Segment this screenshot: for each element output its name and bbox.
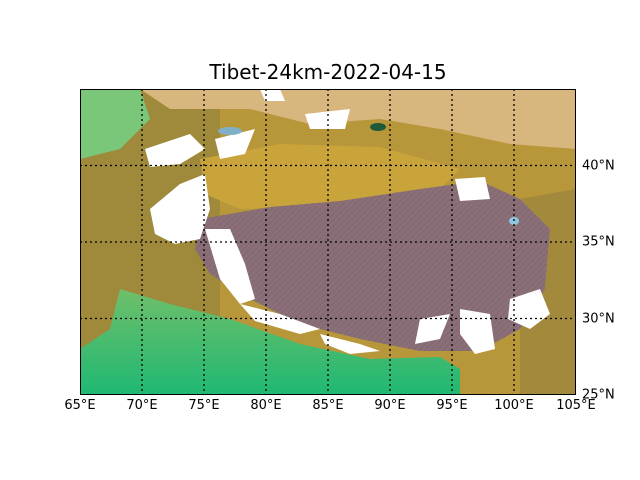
- snow-patch: [145, 134, 205, 167]
- plateau-relief: [195, 181, 550, 351]
- northern-plains: [140, 89, 576, 149]
- longitude-tick-label: 105°E: [556, 398, 596, 413]
- snow-patch: [205, 229, 255, 304]
- eastern-terrain: [520, 189, 576, 395]
- snow-patch: [320, 334, 380, 354]
- longitude-tick-label: 65°E: [64, 398, 96, 413]
- terrain-map: [80, 89, 576, 395]
- longitude-tick-label: 85°E: [312, 398, 344, 413]
- snow-patch: [215, 129, 255, 159]
- map-border: [80, 89, 576, 395]
- snow-patch: [415, 314, 450, 344]
- map-title: Tibet-24km-2022-04-15: [209, 60, 447, 84]
- longitude-tick-label: 100°E: [494, 398, 534, 413]
- longitude-tick-label: 90°E: [374, 398, 406, 413]
- longitude-tick-label: 95°E: [436, 398, 468, 413]
- lake: [218, 127, 242, 135]
- indian-lowland: [80, 289, 460, 395]
- longitude-tick-label: 75°E: [188, 398, 220, 413]
- snow-patch: [150, 174, 210, 244]
- latitude-tick-label: 25°N: [582, 387, 615, 403]
- gridlines: [80, 89, 576, 395]
- snow-patch: [460, 309, 495, 354]
- longitude-tick-label: 70°E: [126, 398, 158, 413]
- snow-patch: [455, 177, 490, 201]
- latitude-tick-label: 40°N: [582, 158, 615, 173]
- lake: [370, 123, 386, 131]
- map-plot: [80, 89, 576, 395]
- latitude-tick-label: 30°N: [582, 311, 615, 326]
- snow-patch: [508, 289, 550, 329]
- snow-patch: [260, 89, 285, 101]
- northwest-lowland: [80, 89, 150, 159]
- longitude-tick-label: 80°E: [250, 398, 282, 413]
- latitude-tick-label: 35°N: [582, 234, 615, 250]
